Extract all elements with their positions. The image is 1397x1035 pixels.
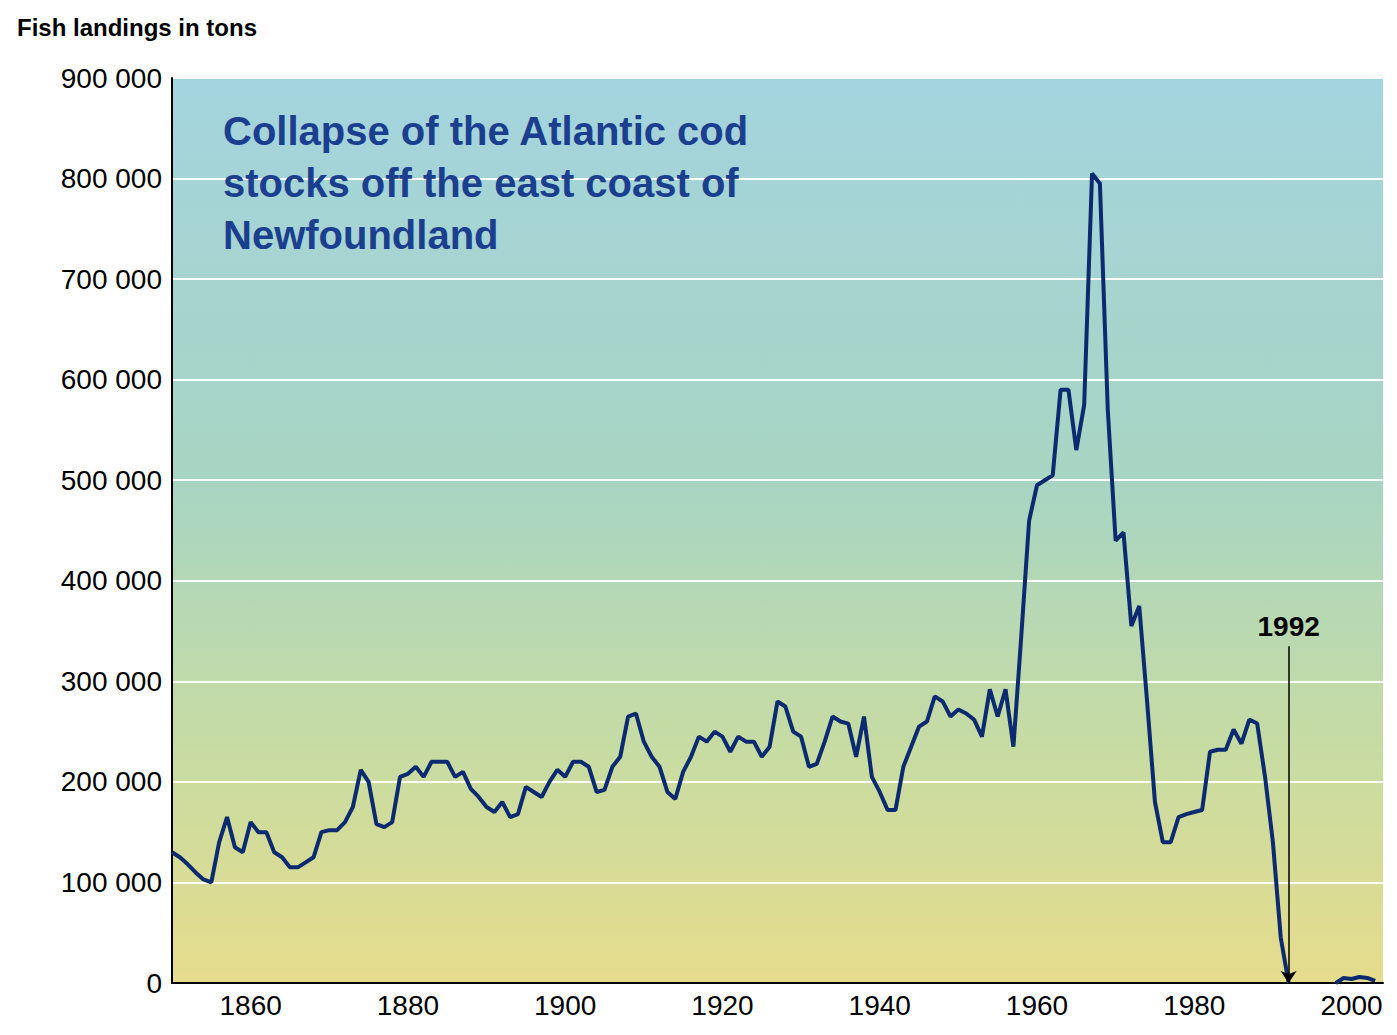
svg-text:200 000: 200 000 [61,766,162,797]
svg-text:1992: 1992 [1257,611,1319,642]
svg-text:600 000: 600 000 [61,364,162,395]
svg-text:1880: 1880 [377,990,439,1021]
svg-text:700 000: 700 000 [61,264,162,295]
svg-text:1940: 1940 [849,990,911,1021]
svg-text:Newfoundland: Newfoundland [223,213,499,257]
svg-text:300 000: 300 000 [61,666,162,697]
svg-text:0: 0 [146,968,162,999]
svg-text:100 000: 100 000 [61,867,162,898]
svg-text:1900: 1900 [534,990,596,1021]
svg-text:Collapse of the Atlantic cod: Collapse of the Atlantic cod [223,109,759,153]
svg-text:1860: 1860 [219,990,281,1021]
svg-text:900 000: 900 000 [61,63,162,94]
svg-text:400 000: 400 000 [61,565,162,596]
svg-text:1960: 1960 [1006,990,1068,1021]
svg-text:Fish landings in tons: Fish landings in tons [17,14,257,41]
svg-text:1980: 1980 [1163,990,1225,1021]
svg-text:1920: 1920 [691,990,753,1021]
svg-text:500 000: 500 000 [61,465,162,496]
svg-text:2000: 2000 [1320,990,1382,1021]
svg-text:800 000: 800 000 [61,163,162,194]
svg-text:stocks off the east coast of: stocks off the east coast of [223,161,750,205]
